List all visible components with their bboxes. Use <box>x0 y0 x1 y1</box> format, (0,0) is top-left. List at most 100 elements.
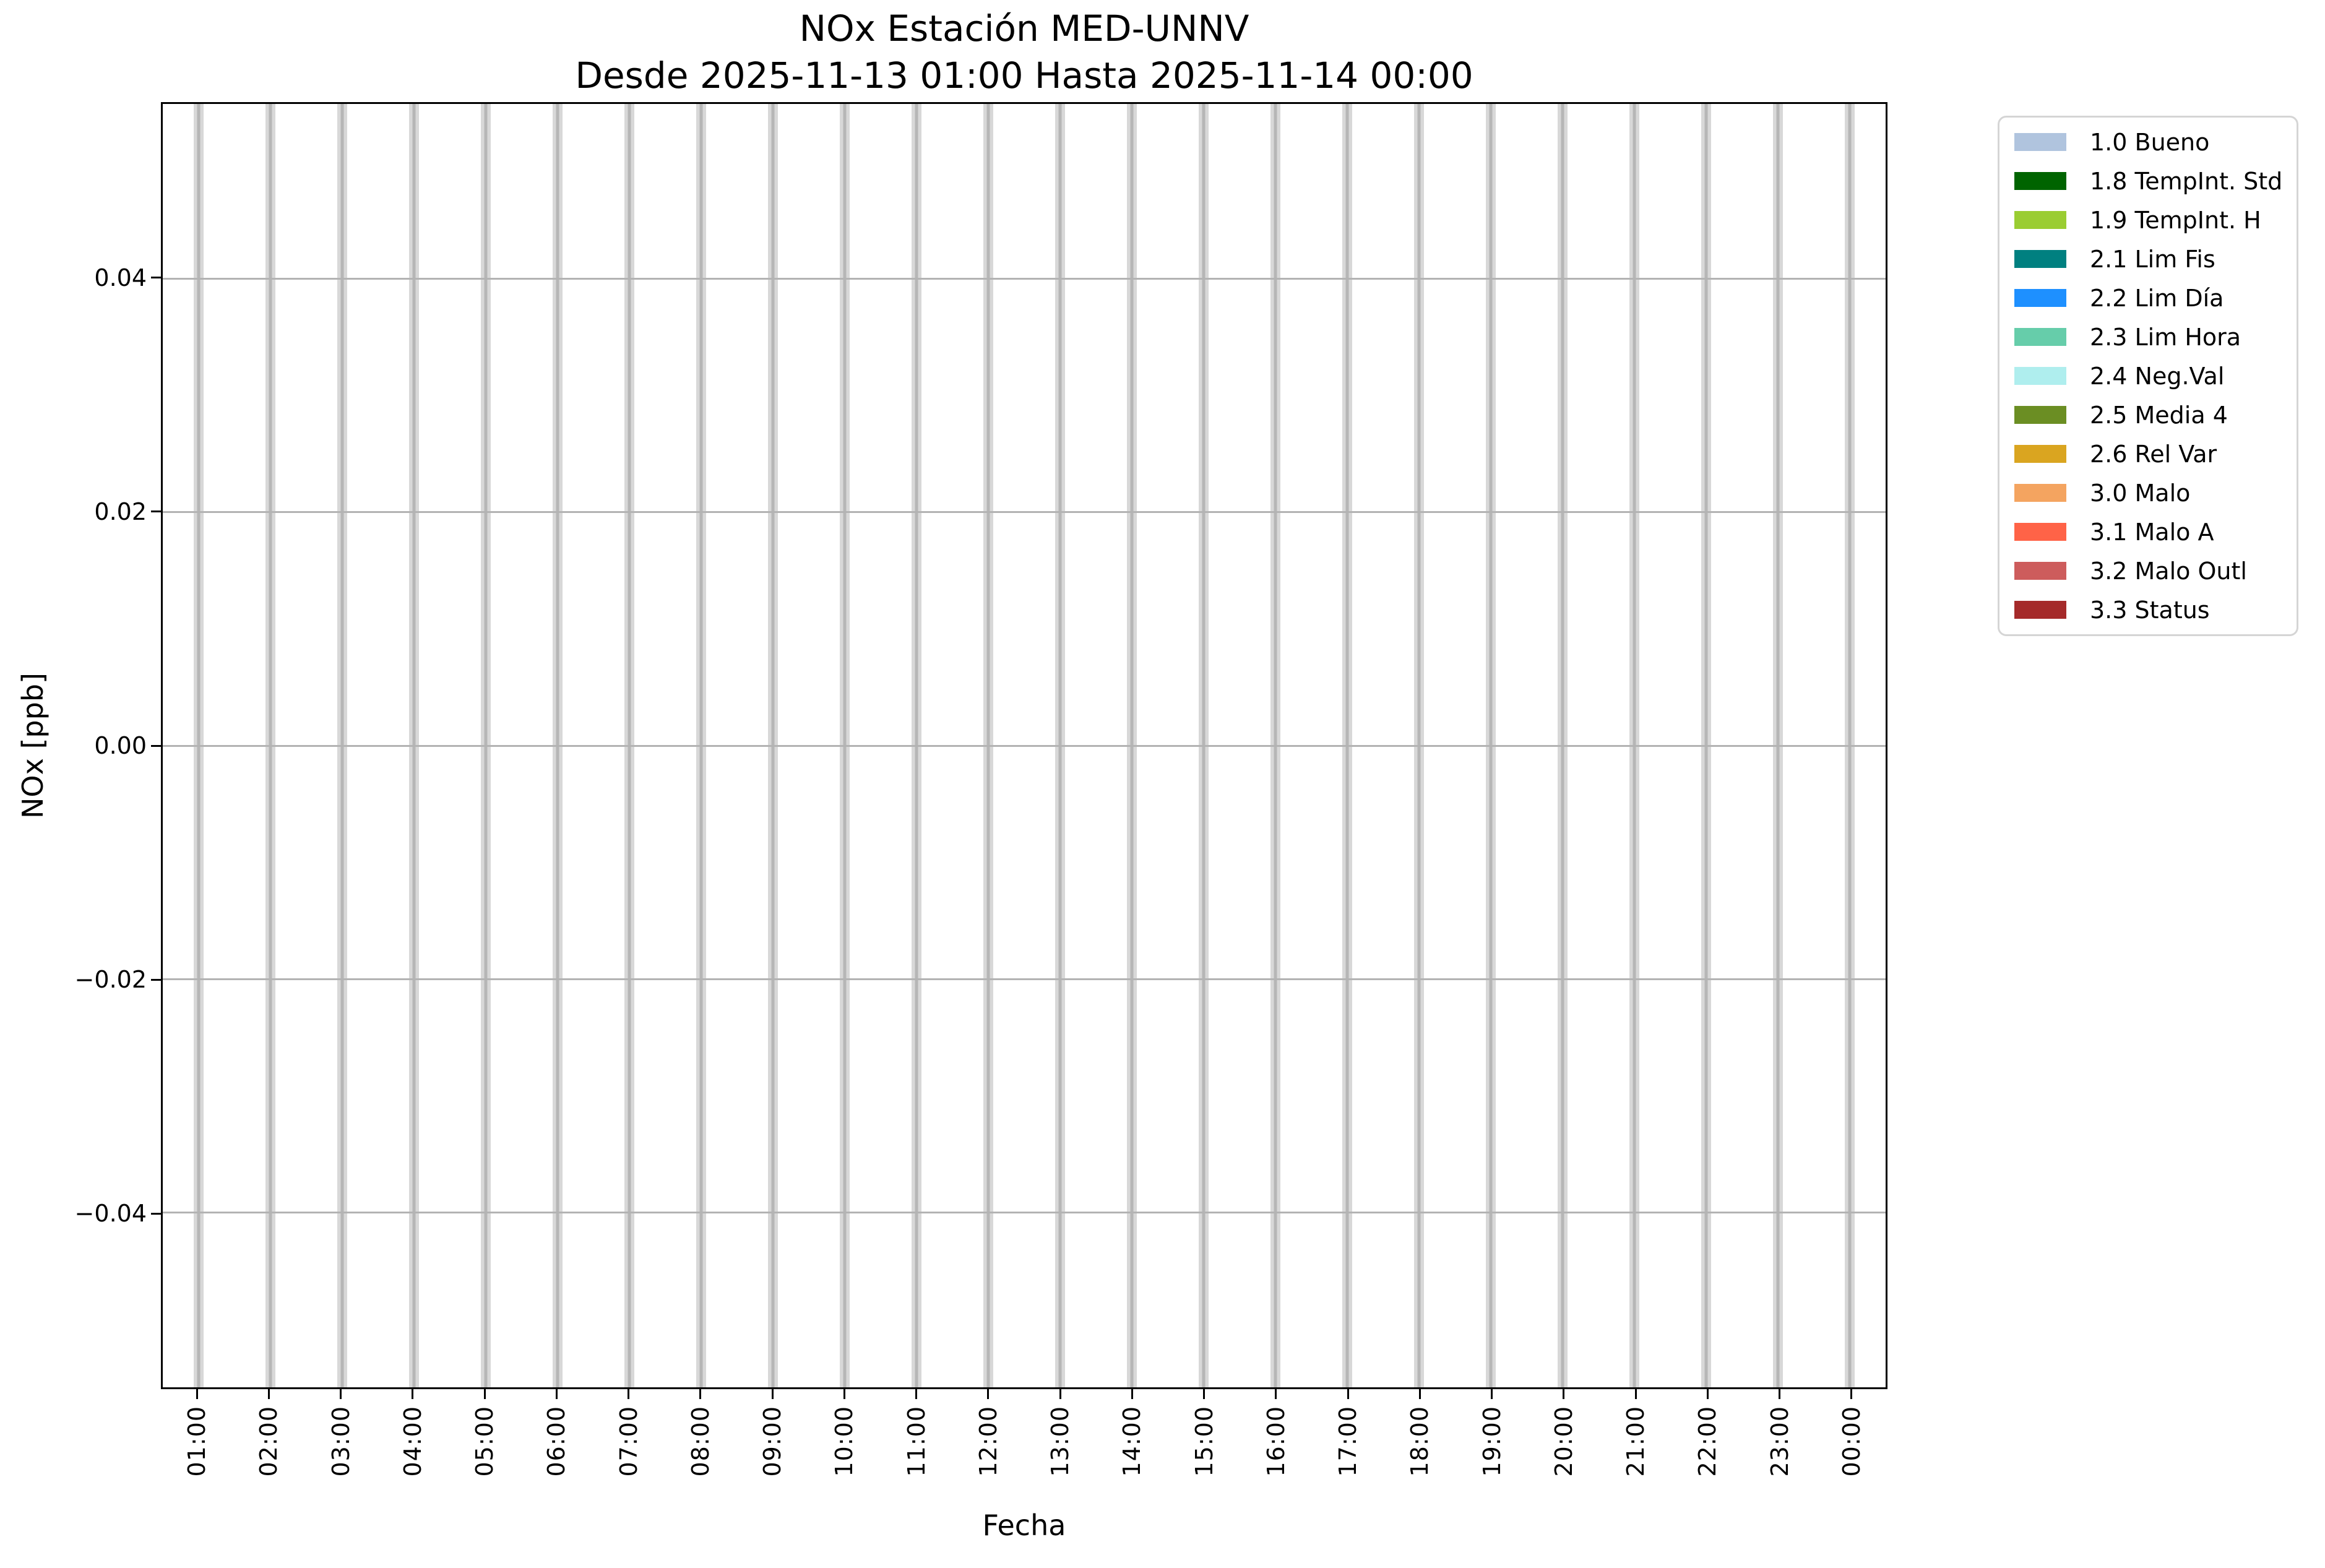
x-tick-mark <box>1779 1389 1781 1399</box>
x-tick-label: 10:00 <box>830 1406 858 1477</box>
y-tick-label: −0.04 <box>74 1200 147 1228</box>
legend: 1.0 Bueno 1.8 TempInt. Std 1.9 TempInt. H 2… <box>1998 116 2298 636</box>
legend-color-swatch <box>2014 211 2066 229</box>
x-tick-label: 14:00 <box>1118 1406 1146 1477</box>
x-tick-label: 07:00 <box>615 1406 642 1477</box>
x-tick-mark <box>843 1389 845 1399</box>
legend-color-swatch <box>2014 367 2066 385</box>
legend-row: 2.3 Lim Hora <box>1999 317 2297 356</box>
x-tick-label: 00:00 <box>1837 1406 1865 1477</box>
x-tick-mark <box>771 1389 774 1399</box>
chart-title-line2: Desde 2025-11-13 01:00 Hasta 2025-11-14 … <box>575 54 1473 97</box>
legend-row: 2.4 Neg.Val <box>1999 356 2297 395</box>
x-tick-label: 11:00 <box>902 1406 930 1477</box>
legend-row: 3.1 Malo A <box>1999 512 2297 551</box>
y-tick-label: 0.00 <box>94 732 147 759</box>
x-tick-mark <box>1275 1389 1277 1399</box>
x-tick-label: 03:00 <box>327 1406 355 1477</box>
y-tick-label: 0.02 <box>94 498 147 525</box>
x-tick-mark <box>555 1389 558 1399</box>
legend-label: 1.9 TempInt. H <box>2090 206 2261 234</box>
legend-row: 2.5 Media 4 <box>1999 395 2297 434</box>
x-tick-label: 13:00 <box>1046 1406 1074 1477</box>
x-tick-mark <box>1634 1389 1637 1399</box>
x-tick-mark <box>412 1389 414 1399</box>
x-tick-label: 05:00 <box>471 1406 499 1477</box>
legend-color-swatch <box>2014 484 2066 502</box>
legend-color-swatch <box>2014 406 2066 424</box>
legend-row: 1.9 TempInt. H <box>1999 200 2297 239</box>
x-tick-label: 18:00 <box>1406 1406 1434 1477</box>
legend-label: 3.3 Status <box>2090 596 2210 624</box>
legend-row: 3.0 Malo <box>1999 473 2297 512</box>
plot-area <box>161 102 1887 1389</box>
x-tick-label: 21:00 <box>1622 1406 1650 1477</box>
x-tick-label: 06:00 <box>543 1406 571 1477</box>
x-tick-mark <box>196 1389 198 1399</box>
legend-color-swatch <box>2014 250 2066 268</box>
y-axis-label: NOx [ppb] <box>16 673 50 819</box>
x-tick-mark <box>1418 1389 1421 1399</box>
x-tick-label: 19:00 <box>1478 1406 1506 1477</box>
x-tick-label: 12:00 <box>974 1406 1002 1477</box>
legend-label: 2.1 Lim Fis <box>2090 245 2215 273</box>
x-axis-label: Fecha <box>982 1509 1066 1542</box>
legend-label: 2.3 Lim Hora <box>2090 323 2241 351</box>
legend-color-swatch <box>2014 445 2066 463</box>
legend-label: 2.2 Lim Día <box>2090 284 2224 312</box>
legend-label: 2.5 Media 4 <box>2090 401 2228 429</box>
y-gridline <box>163 511 1886 514</box>
chart-title-line1: NOx Estación MED-UNNV <box>799 7 1249 50</box>
x-tick-mark <box>987 1389 990 1399</box>
legend-color-swatch <box>2014 523 2066 541</box>
y-tick-mark <box>151 1212 161 1215</box>
y-tick-mark <box>151 277 161 279</box>
legend-color-swatch <box>2014 601 2066 619</box>
x-tick-label: 16:00 <box>1262 1406 1290 1477</box>
legend-label: 3.0 Malo <box>2090 479 2191 507</box>
x-tick-label: 08:00 <box>686 1406 714 1477</box>
x-tick-mark <box>267 1389 270 1399</box>
x-tick-mark <box>1706 1389 1709 1399</box>
legend-label: 3.1 Malo A <box>2090 518 2214 546</box>
legend-label: 3.2 Malo Outl <box>2090 557 2247 585</box>
legend-row: 3.2 Malo Outl <box>1999 551 2297 590</box>
x-tick-mark <box>483 1389 486 1399</box>
x-tick-label: 09:00 <box>759 1406 787 1477</box>
legend-color-swatch <box>2014 328 2066 346</box>
y-tick-label: −0.02 <box>74 966 147 994</box>
legend-label: 2.6 Rel Var <box>2090 440 2217 468</box>
y-gridline <box>163 1211 1886 1213</box>
x-tick-mark <box>699 1389 702 1399</box>
x-tick-label: 02:00 <box>255 1406 283 1477</box>
legend-color-swatch <box>2014 289 2066 307</box>
legend-row: 3.3 Status <box>1999 590 2297 629</box>
y-gridline <box>163 278 1886 280</box>
x-tick-label: 23:00 <box>1766 1406 1793 1477</box>
x-tick-mark <box>915 1389 918 1399</box>
legend-row: 2.2 Lim Día <box>1999 278 2297 317</box>
y-tick-mark <box>151 978 161 981</box>
legend-color-swatch <box>2014 172 2066 190</box>
legend-row: 1.0 Bueno <box>1999 123 2297 162</box>
x-tick-label: 04:00 <box>399 1406 426 1477</box>
x-tick-mark <box>1203 1389 1206 1399</box>
x-tick-label: 01:00 <box>183 1406 211 1477</box>
chart-title: NOx Estación MED-UNNV Desde 2025-11-13 0… <box>161 5 1887 99</box>
legend-row: 2.6 Rel Var <box>1999 434 2297 473</box>
x-tick-mark <box>1059 1389 1061 1399</box>
y-tick-mark <box>151 744 161 747</box>
x-tick-mark <box>1491 1389 1493 1399</box>
x-tick-label: 17:00 <box>1334 1406 1362 1477</box>
x-tick-label: 20:00 <box>1550 1406 1577 1477</box>
x-tick-mark <box>1131 1389 1133 1399</box>
y-gridlines-layer <box>163 104 1886 1387</box>
x-tick-mark <box>340 1389 342 1399</box>
legend-row: 2.1 Lim Fis <box>1999 239 2297 278</box>
x-tick-mark <box>1563 1389 1565 1399</box>
legend-row: 1.8 TempInt. Std <box>1999 162 2297 200</box>
legend-color-swatch <box>2014 133 2066 151</box>
x-tick-mark <box>628 1389 630 1399</box>
legend-label: 1.8 TempInt. Std <box>2090 167 2283 195</box>
